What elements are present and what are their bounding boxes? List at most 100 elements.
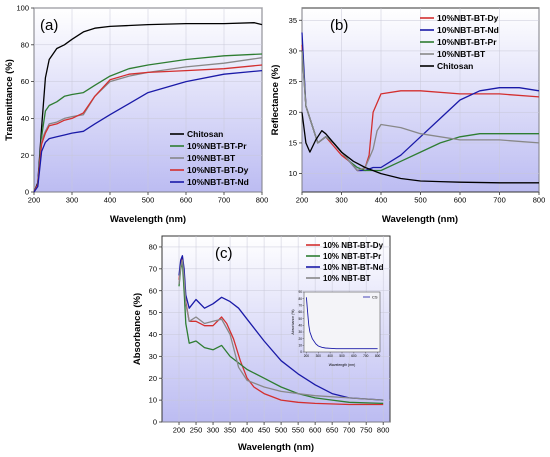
inset-series [305, 297, 378, 350]
y-tick-label: 15 [289, 139, 297, 148]
panel-a-label: (a) [40, 17, 58, 34]
legend-label: Chitosan [437, 61, 473, 71]
x-tick-label: 200 [173, 426, 186, 435]
legend-label: 10% NBT-BT [323, 274, 371, 283]
legend-label: 10%NBT-BT [437, 49, 486, 59]
panel-b-series [301, 32, 540, 184]
panel-b-xlabel: Wavelength (nm) [382, 214, 458, 225]
inset-y-tick-label: 30 [298, 330, 302, 334]
x-tick-label: 350 [224, 426, 237, 435]
inset-x-tick-label: 200 [304, 354, 310, 358]
panel-b-ticks: 200 300 400 500 600 700 800 10 15 20 25 30 35 [289, 16, 546, 205]
inset-legend-label: CS [372, 295, 378, 300]
legend-label: 10%NBT-BT-Pr [437, 37, 497, 47]
x-tick-label: 400 [375, 196, 388, 205]
panel-c-ticks: 200 250 300 350 400 450 500 550 600 650 700 750 8000… [149, 243, 390, 435]
x-tick-label: 600 [180, 196, 193, 205]
inset-x-tick-label: 600 [351, 354, 357, 358]
legend-label: Chitosan [187, 129, 223, 139]
x-tick-label: 800 [256, 196, 269, 205]
x-tick-label: 700 [493, 196, 506, 205]
inset-y-tick-label: 20 [298, 337, 302, 341]
panel-a-ylabel: Transmittance (%) [4, 59, 15, 141]
x-tick-label: 200 [296, 196, 309, 205]
inset-plot-area [303, 291, 381, 353]
inset-y-tick-label: 10 [298, 343, 302, 347]
x-tick-label: 550 [292, 426, 305, 435]
inset-y-tick-label: 70 [298, 303, 302, 307]
inset-x-tick-label: 700 [363, 354, 369, 358]
x-tick-label: 300 [335, 196, 348, 205]
inset-y-tick-label: 50 [298, 317, 302, 321]
inset-x-tick-label: 300 [316, 354, 322, 358]
legend-label: 10%NBT-BT-Dy [437, 13, 499, 23]
series-line-4 [33, 64, 263, 193]
y-tick-label: 80 [149, 243, 157, 252]
series-line-5 [301, 112, 539, 184]
x-tick-label: 200 [28, 196, 41, 205]
inset-series-line [305, 297, 378, 350]
panel-c: 200 250 300 350 400 450 500 550 600 650 700 750 8000… [132, 235, 391, 453]
y-tick-label: 20 [149, 374, 157, 383]
legend-label: 10% NBT-BT-Pr [323, 252, 381, 261]
y-tick-label: 60 [149, 286, 157, 295]
panel-a-ticks: 200 300 400 500 600 700 800 0 20 40 60 80 100 [16, 4, 268, 205]
inset-y-tick-label: 0 [300, 350, 302, 354]
y-tick-label: 70 [149, 264, 157, 273]
x-tick-label: 750 [360, 426, 373, 435]
y-tick-label: 80 [21, 40, 29, 49]
y-tick-label: 50 [149, 308, 157, 317]
legend-label: 10% NBT-BT-Dy [323, 241, 384, 250]
panel-c-legend: 10% NBT-BT-Dy 10% NBT-BT-Pr 10% NBT-BT-Nd 1… [306, 241, 384, 283]
y-tick-label: 25 [289, 77, 297, 86]
series-line-3 [178, 255, 384, 401]
x-tick-label: 300 [207, 426, 220, 435]
inset-y-tick-label: 90 [298, 290, 302, 294]
panel-a-xlabel: Wavelength (nm) [110, 214, 186, 225]
y-tick-label: 35 [289, 16, 297, 25]
panel-a-series [33, 22, 263, 193]
panel-b-legend: 10%NBT-BT-Dy 10%NBT-BT-Nd 10%NBT-BT-Pr 10%N… [420, 13, 499, 71]
x-tick-label: 600 [454, 196, 467, 205]
panel-a: 200 300 400 500 600 700 800 0 20 40 60 80 100 (a) Wa… [4, 4, 268, 225]
y-tick-label: 30 [289, 47, 297, 56]
legend-label: 10%NBT-BT [187, 153, 236, 163]
panel-c-series [178, 255, 384, 406]
inset-y-tick-label: 80 [298, 297, 302, 301]
panel-b-ylabel: Reflectance (%) [270, 65, 281, 136]
series-line-5 [33, 69, 263, 193]
inset-y-tick-label: 40 [298, 323, 302, 327]
x-tick-label: 800 [377, 426, 390, 435]
x-tick-label: 500 [275, 426, 288, 435]
inset-x-tick-label: 500 [339, 354, 345, 358]
series-line-2 [33, 53, 263, 193]
x-tick-label: 600 [309, 426, 322, 435]
panel-c-ylabel: Absorbance (%) [132, 293, 143, 365]
panel-c-inset: 200 300 400 500 600 700 800 0 10 20 30 40 50 60 70 80 90… [291, 290, 381, 367]
x-tick-label: 800 [533, 196, 546, 205]
y-tick-label: 40 [21, 114, 29, 123]
y-tick-label: 10 [289, 169, 297, 178]
panel-b-grid [301, 8, 540, 192]
legend-label: 10%NBT-BT-Pr [187, 141, 247, 151]
y-tick-label: 0 [153, 418, 157, 427]
y-tick-label: 20 [289, 108, 297, 117]
y-tick-label: 100 [16, 4, 29, 13]
panel-a-legend: Chitosan 10%NBT-BT-Pr 10%NBT-BT 10%NBT-BT-D… [170, 129, 249, 187]
series-line-1 [33, 22, 263, 193]
x-tick-label: 700 [343, 426, 356, 435]
y-tick-label: 10 [149, 396, 157, 405]
x-tick-label: 250 [190, 426, 203, 435]
inset-xlabel: Wavelength (nm) [329, 363, 356, 367]
x-tick-label: 400 [241, 426, 254, 435]
legend-label: 10%NBT-BT-Nd [437, 25, 499, 35]
series-line-2 [178, 261, 384, 405]
panel-c-label: (c) [215, 245, 233, 262]
panel-c-xlabel: Wavelength (nm) [238, 442, 314, 453]
inset-y-tick-label: 60 [298, 310, 302, 314]
y-tick-label: 30 [149, 352, 157, 361]
panel-b-label: (b) [330, 17, 348, 34]
x-tick-label: 450 [258, 426, 271, 435]
panel-b: 200 300 400 500 600 700 800 10 15 20 25 30 35 (b) Wa… [270, 7, 546, 225]
